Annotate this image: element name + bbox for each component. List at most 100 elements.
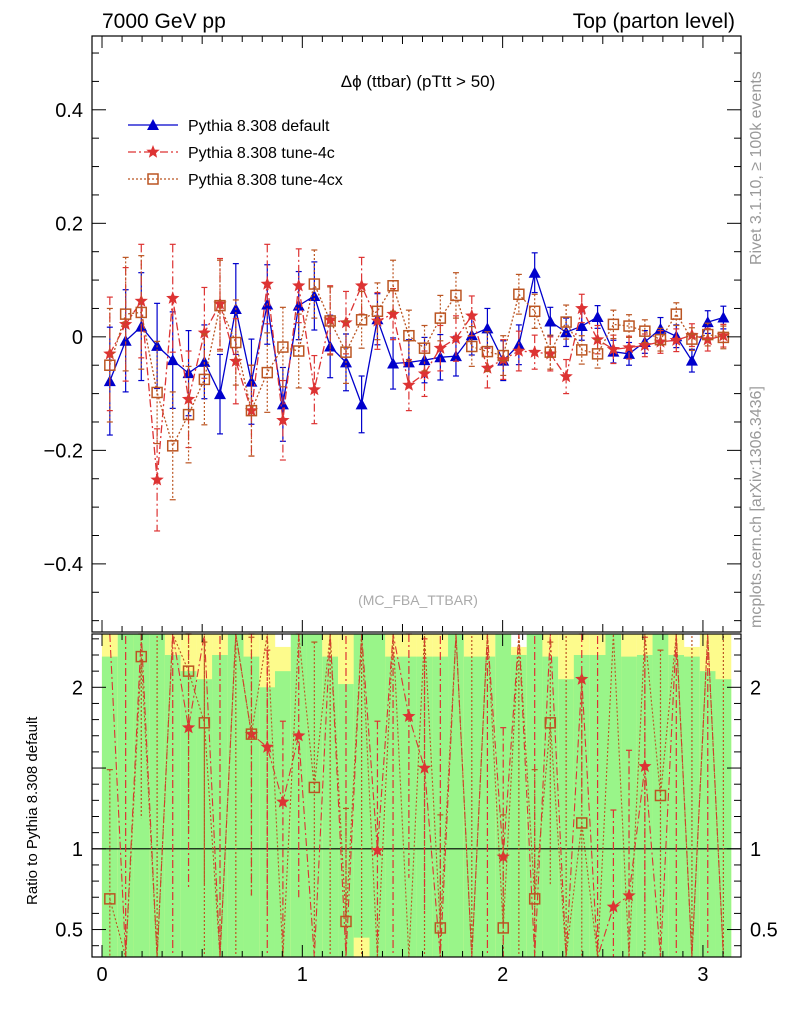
data-point [198,373,211,386]
data-point [575,320,588,332]
data-point [717,331,730,344]
data-point [544,315,557,327]
ratio-point [245,728,258,740]
data-point [560,326,573,338]
data-point [591,310,604,322]
data-point [151,386,163,399]
legend-marker [146,145,160,158]
data-point [606,342,621,355]
data-point [276,413,290,426]
y-tick-label: 0.4 [55,100,83,122]
ratio-point [260,740,274,753]
data-point [166,354,179,366]
band-inner [715,679,732,957]
x-tick-label: 1 [297,964,308,986]
data-point [182,408,195,421]
data-point [340,346,352,358]
ratio-point [276,795,290,808]
data-point [308,278,321,290]
band-inner [448,634,464,957]
data-point [639,325,651,337]
band-inner [589,654,606,957]
ratio-point [182,665,195,677]
data-point [387,280,399,292]
data-point [434,351,447,363]
band-inner [322,656,339,957]
ratio-point [292,728,306,742]
data-point [543,346,557,360]
data-point [717,311,730,323]
data-point [119,334,132,346]
data-point [245,375,258,387]
series-line [109,281,724,448]
legend-label: Pythia 8.308 tune-4cx [188,172,343,189]
data-point [417,366,432,380]
data-point [623,320,635,332]
data-point [307,382,321,396]
mcplots-label: mcplots.cern.ch [arXiv:1306.3436] [748,386,765,628]
y-tick-label: −0.2 [44,440,83,462]
data-point [497,349,509,362]
ratio-point [135,650,148,663]
ratio-point [606,899,621,913]
data-point [261,366,274,379]
data-point [292,345,305,357]
data-point [230,336,242,349]
header-right: Top (parton level) [573,10,735,33]
data-point [277,341,289,353]
ratio-point [528,893,541,905]
data-point [590,332,605,346]
data-point [670,308,683,320]
data-point [418,342,431,354]
ratio-y-tick-label: 2 [72,677,83,699]
data-point [480,361,495,374]
y-tick-label: 0.2 [55,213,83,235]
data-point [292,278,306,292]
data-point [481,345,494,358]
data-point [245,404,258,417]
data-point [560,316,572,328]
legend-marker [147,173,159,185]
data-point [513,288,525,301]
ratio-point [434,922,447,934]
data-point [622,340,636,354]
band-inner [668,654,685,957]
data-point [685,354,698,366]
series-2 [104,249,730,501]
legend: Pythia 8.308 default Pythia 8.308 tune-4c… [128,118,343,189]
ratio-point [622,888,636,902]
data-point [324,315,336,327]
band-inner [164,654,181,957]
ratio-y-tick-label: 0.5 [55,920,83,942]
ratio-y-tick-label: 1 [72,839,83,861]
ratio-point [497,922,509,934]
data-point [166,291,180,304]
data-point [371,305,384,318]
data-point [607,318,620,331]
data-point [434,312,447,324]
ratio-point [654,789,667,802]
ratio-point [638,759,652,773]
data-point [512,344,526,357]
data-point [559,369,573,383]
ratio-ylabel: Ratio to Pythia 8.308 default [24,716,41,905]
band-inner [479,656,496,957]
data-point [135,306,148,319]
series-line [109,283,724,480]
data-point [198,355,211,367]
data-point [481,322,494,334]
y-tick-label: −0.4 [44,554,83,576]
data-point [402,378,416,391]
data-point [355,398,368,410]
data-point [104,359,116,371]
data-point [214,299,226,312]
data-point [575,301,589,315]
data-point [166,440,179,452]
main-panel: Δϕ (ttbar) (pTtt > 50) (MC_FBA_TTBAR) −0… [44,35,742,633]
ratio-point [417,761,432,774]
data-point [355,278,369,292]
data-point [686,333,698,345]
ratio-point [104,893,116,905]
data-point [433,341,447,354]
